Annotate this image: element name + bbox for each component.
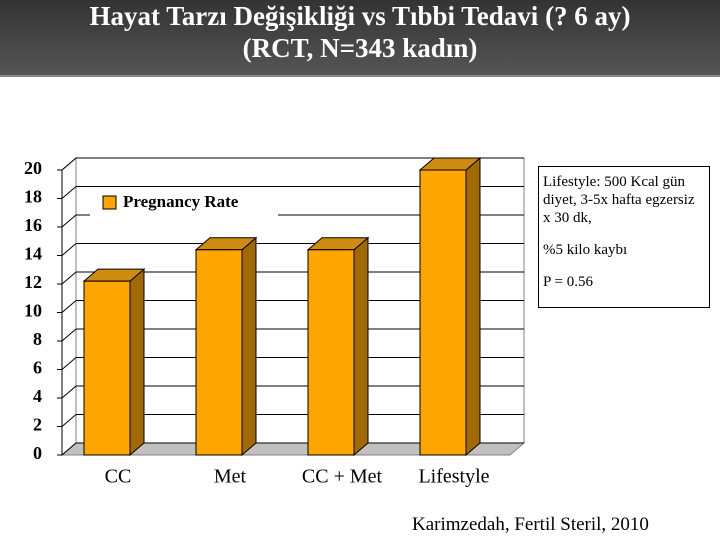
y-tick-label: 20 [24,158,42,178]
legend-box [90,188,278,216]
bar-side [129,268,145,457]
grid-line-side [61,271,77,285]
bar-side [465,156,481,457]
legend-label: Pregnancy Rate [123,192,239,211]
y-tick-label: 12 [24,272,42,292]
bar-side [353,236,369,457]
grid-line-side [61,385,77,399]
annotation: Lifestyle: 500 Kcal gün diyet, 3-5x haft… [543,174,695,226]
y-tick-label: 16 [24,215,42,235]
bar [195,249,243,456]
grid-line-side [61,157,77,171]
y-tick-label: 18 [24,187,42,207]
y-tick-label: 4 [33,386,42,406]
annotation: %5 kilo kaybı [543,242,628,258]
grid-line-side [61,357,77,370]
y-tick-label: 2 [33,415,42,435]
chart-subtitle: (RCT, N=343 kadın) [242,33,478,63]
grid-line-side [61,186,77,199]
y-tick-label: 14 [24,244,42,264]
y-tick-label: 6 [33,358,42,378]
bar [307,249,355,456]
x-tick-label: CC [105,466,132,488]
bar [83,280,131,456]
annotation: P = 0.56 [543,274,593,290]
grid-line-side [61,243,77,256]
grid-line-side [61,442,77,456]
grid-line-side [61,214,77,228]
bar [419,169,467,456]
title-banner: Hayat Tarzı Değişikliği vs Tıbbi Tedavi … [0,0,720,77]
x-tick-label: CC + Met [302,466,383,488]
y-tick-label: 0 [33,443,42,463]
grid-line-side [61,300,77,313]
chart-title: Hayat Tarzı Değişikliği vs Tıbbi Tedavi … [89,1,631,31]
grid-line-side [61,328,77,342]
grid-line-side [61,414,77,427]
source: Karimzedah, Fertil Steril, 2010 [412,514,649,535]
legend-swatch [102,195,117,210]
x-tick-label: Met [214,466,247,488]
y-tick-label: 8 [33,329,42,349]
bar-side [241,236,257,457]
x-tick-label: Lifestyle [418,466,489,488]
y-tick-label: 10 [24,301,42,321]
annotation-box: Lifestyle: 500 Kcal gün diyet, 3-5x haft… [538,166,710,308]
